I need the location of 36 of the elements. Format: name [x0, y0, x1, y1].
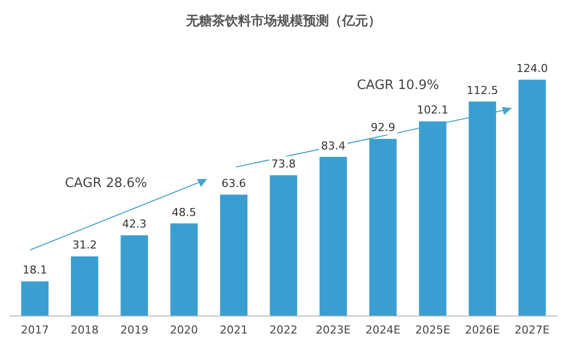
x-tick-label: 2023E [316, 323, 351, 336]
data-label: 48.5 [172, 206, 196, 219]
data-label: 63.6 [222, 177, 246, 190]
bar [21, 281, 49, 316]
annotation: CAGR 28.6% [64, 176, 148, 191]
annotation: CAGR 10.9% [356, 78, 440, 93]
data-label: 112.5 [466, 84, 498, 97]
bar [70, 256, 98, 316]
bar [518, 80, 546, 316]
bar [369, 138, 397, 316]
chart-title: 无糖茶饮料市场规模预测（亿元） [185, 13, 381, 30]
bar [120, 235, 148, 316]
bar [468, 102, 496, 316]
x-tick-label: 2027E [514, 323, 550, 336]
data-label: 73.8 [271, 158, 296, 171]
x-tick-label: 2024E [365, 323, 400, 336]
x-tick-label: 2020 [170, 323, 198, 336]
x-tick-label: 2017 [20, 323, 49, 336]
data-label: 102.1 [416, 104, 448, 117]
x-tick-label: 2022 [270, 323, 298, 336]
bar [170, 223, 198, 316]
x-tick-label: 2021 [220, 323, 248, 336]
bar [220, 194, 248, 316]
x-tick-label: 2026E [464, 323, 500, 336]
data-label: 92.9 [370, 121, 396, 134]
x-tick-label: 2018 [70, 323, 99, 336]
x-tick-label: 2019 [120, 323, 148, 336]
data-label: 83.4 [320, 139, 346, 152]
data-label: 31.2 [72, 238, 97, 252]
x-tick-label: 2025E [415, 323, 450, 336]
data-label: 42.3 [122, 218, 147, 231]
bar [419, 121, 446, 316]
bar [270, 175, 298, 316]
data-label: 124.0 [516, 62, 548, 75]
bar [320, 156, 347, 316]
data-label: 18.1 [22, 264, 48, 277]
